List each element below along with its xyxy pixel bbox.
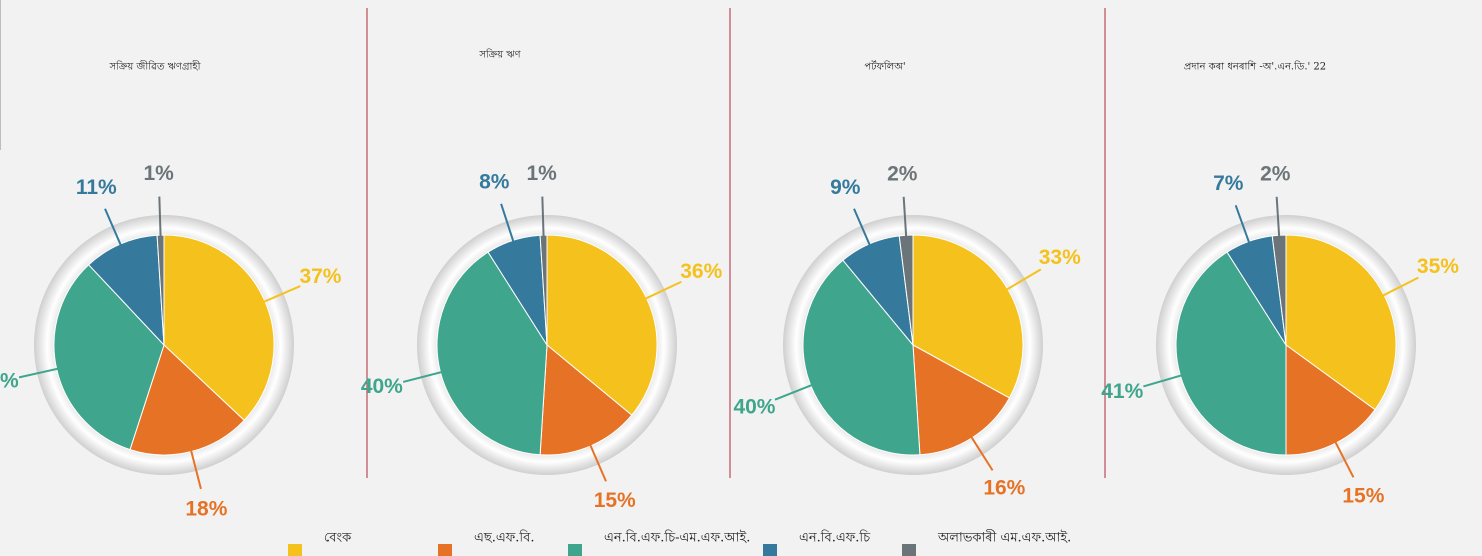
leader-line [581, 425, 607, 482]
leader-line [500, 203, 521, 262]
value-label: 16% [983, 477, 1025, 500]
legend-swatch [902, 544, 916, 556]
leader-line [1143, 368, 1202, 388]
value-label: 40% [733, 395, 775, 418]
chart-title: সক্ৰিয় জীৱিত ঋণগ্ৰাহী [109, 60, 201, 73]
value-label: 9% [830, 176, 861, 199]
value-label: 2% [1260, 162, 1291, 185]
leader-line [402, 365, 463, 383]
value-label: 7% [1213, 172, 1244, 195]
value-label: 8% [479, 170, 510, 193]
leader-line [626, 280, 682, 309]
legend-swatch [568, 544, 582, 556]
leader-line [1275, 196, 1282, 258]
legend-label: এন.বি.এফ.চি-এম.এফ.আই. [604, 530, 750, 546]
leader-line [774, 376, 832, 401]
legend-label: অলাভকাৰী এম.এফ.আই. [937, 530, 1071, 546]
leader-line [244, 285, 301, 311]
value-label: 33% [1039, 246, 1081, 269]
chart-title: সক্ৰিয় ঋণ [478, 49, 521, 61]
legend-swatch [288, 544, 302, 556]
value-label: 40% [361, 375, 403, 398]
leader-line [1325, 422, 1355, 478]
leader-line [18, 363, 79, 379]
value-label: 11% [76, 176, 117, 199]
value-label: 36% [680, 260, 722, 283]
chart-title: পৰ্টফলিঅ' [864, 60, 905, 73]
value-label: 18% [185, 498, 227, 521]
leader-line [1234, 204, 1258, 263]
leader-line [1363, 276, 1419, 306]
value-label: 15% [594, 489, 636, 512]
value-label: 41% [1101, 380, 1143, 403]
leader-line [184, 429, 202, 490]
leader-line [988, 268, 1042, 302]
value-label: 33% [0, 370, 19, 393]
leader-line [959, 418, 994, 471]
value-label: 2% [887, 162, 918, 185]
leader-line [104, 208, 130, 265]
legend-label: বেংক [324, 531, 352, 546]
leader-line [902, 196, 909, 258]
value-label: 1% [526, 162, 557, 185]
legend-label: এন.বি.এফ.চি [799, 530, 871, 546]
legend-swatch [438, 544, 452, 556]
leader-line [853, 208, 879, 265]
value-label: 1% [143, 162, 174, 185]
value-label: 37% [299, 265, 341, 288]
leader-line [158, 196, 163, 258]
value-label: 35% [1417, 255, 1459, 278]
value-label: 15% [1342, 484, 1384, 507]
chart-title: প্ৰদান কৰা ধনৰাশি -অ'.এন.ডি.' 22 [1184, 61, 1326, 73]
legend-label: এছ.এফ.বি. [474, 530, 535, 546]
legend-swatch [763, 544, 777, 556]
leader-line [541, 196, 546, 258]
